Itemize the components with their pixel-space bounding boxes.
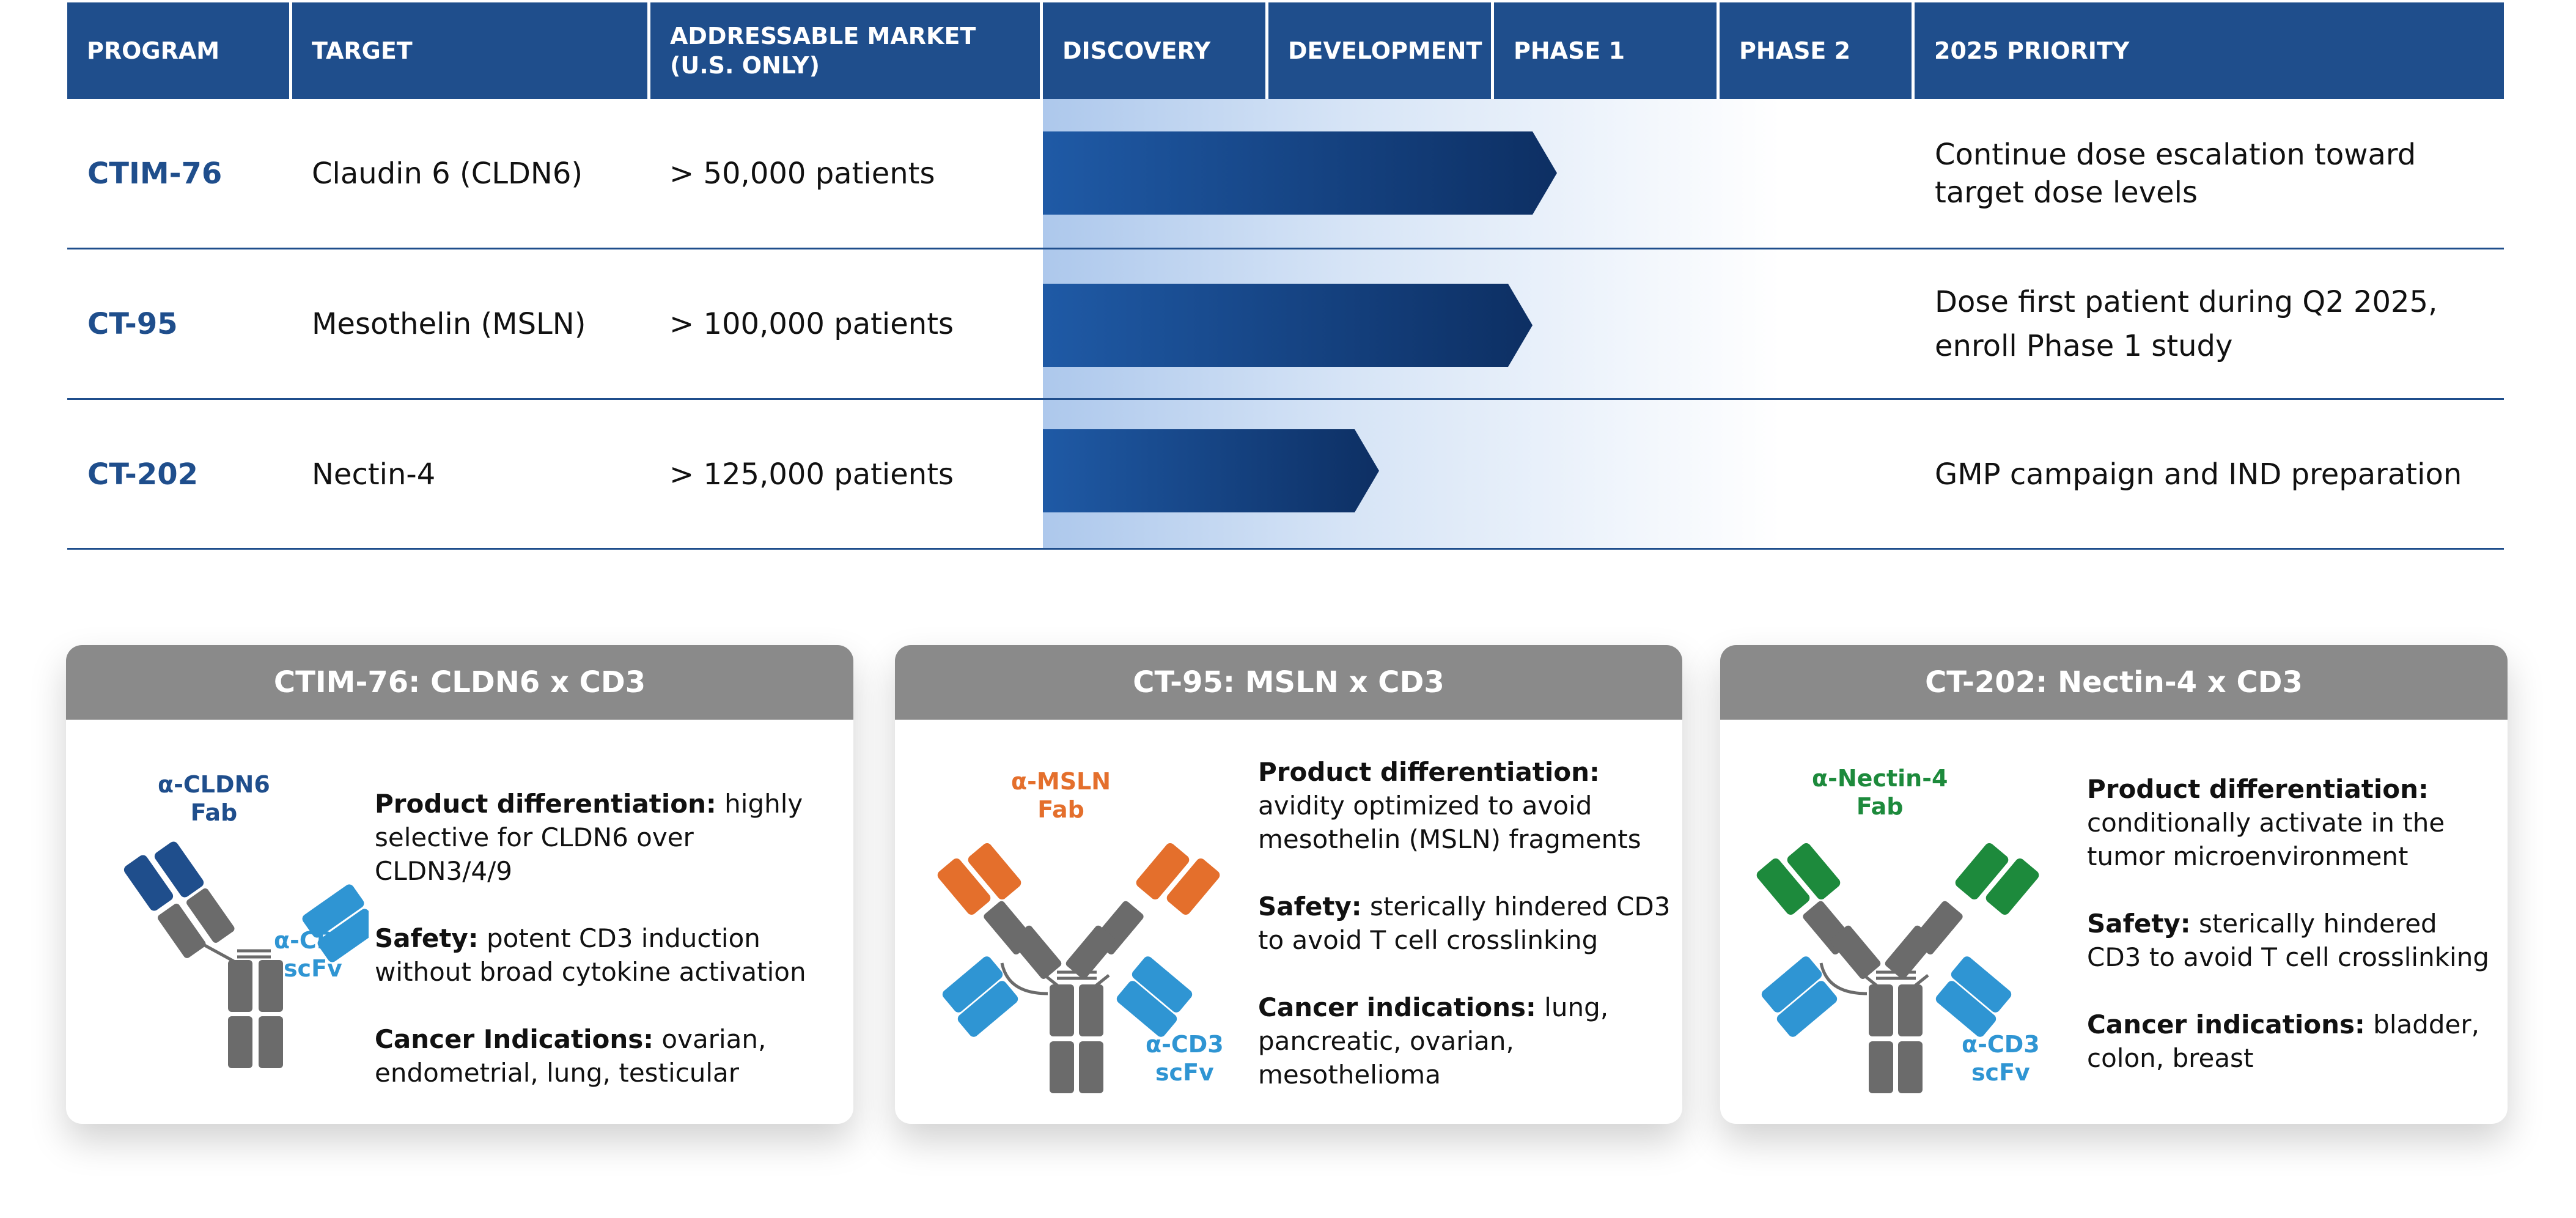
scfv-label-line1: α-CD3 <box>1962 1031 2040 1058</box>
card-description: Product differentiation: highly selectiv… <box>375 787 839 1090</box>
safety-text: sterically hindered CD3 to avoid T cell … <box>2087 909 2489 972</box>
diff-text: highly selective for CLDN6 over CLDN3/4/… <box>375 789 803 886</box>
indications-text: bladder, colon, breast <box>2087 1009 2480 1073</box>
card-title: CTIM-76: CLDN6 x CD3 <box>66 645 853 720</box>
row3-program: CT-202 <box>87 457 199 492</box>
row-divider <box>67 248 2504 249</box>
card-title: CT-202: Nectin-4 x CD3 <box>1720 645 2508 720</box>
safety: Safety: potent CD3 induction without bro… <box>375 921 839 989</box>
fab-label-line2: Fab <box>1856 793 1904 820</box>
row3-priority: GMP campaign and IND preparation <box>1935 457 2462 492</box>
antibody-diagram <box>937 843 1220 1093</box>
row1-progress-bar <box>1043 131 1557 215</box>
row1-priority-line1: Continue dose escalation toward <box>1935 138 2416 172</box>
safety-text: potent CD3 induction without broad cytok… <box>375 923 806 987</box>
scfv-label: α-CD3 scFv <box>1146 1030 1224 1087</box>
row2-priority: Dose first patient during Q2 2025, enrol… <box>1935 249 2437 399</box>
safety: Safety: sterically hindered CD3 to avoid… <box>1258 890 1674 957</box>
row1-target: Claudin 6 (CLDN6) <box>312 157 583 191</box>
fab-label-line1: α-Nectin-4 <box>1812 765 1948 792</box>
row-divider <box>67 398 2504 400</box>
row1-market: > 50,000 patients <box>669 157 935 191</box>
diff-label: Product differentiation: <box>375 789 716 819</box>
row2-program: CT-95 <box>87 307 178 341</box>
safety-label: Safety: <box>2087 909 2191 939</box>
scfv-label-line2: scFv <box>1971 1059 2030 1086</box>
safety-label: Safety: <box>1258 891 1362 921</box>
row1-program: CTIM-76 <box>87 157 223 191</box>
row3-target: Nectin-4 <box>312 457 436 492</box>
fab-label: α-Nectin-4 Fab <box>1812 764 1948 821</box>
safety-label: Safety: <box>375 923 479 953</box>
header-2025-priority: 2025 PRIORITY <box>1934 37 2130 64</box>
row2-target: Mesothelin (MSLN) <box>312 307 586 341</box>
diff-label: Product differentiation: <box>1258 757 1600 787</box>
row2-priority-line2: enroll Phase 1 study <box>1935 329 2233 363</box>
product-differentiation: Product differentiation: highly selectiv… <box>375 787 839 888</box>
cancer-indications: Cancer indications: lung, pancreatic, ov… <box>1258 991 1674 1091</box>
header-addressable-market: ADDRESSABLE MARKET (U.S. ONLY) <box>650 2 1043 99</box>
diff-label: Product differentiation: <box>2087 774 2429 804</box>
card-ct-95: CT-95: MSLN x CD3 α-MSLN Fab α-CD3 scFv <box>895 645 1682 1124</box>
diff-text: avidity optimized to avoid mesothelin (M… <box>1258 791 1641 854</box>
row2-priority-line1: Dose first patient during Q2 2025, <box>1935 285 2438 319</box>
header-target: TARGET <box>292 2 650 99</box>
fab-label-line1: α-CLDN6 <box>158 771 270 798</box>
safety: Safety: sterically hindered CD3 to avoid… <box>2087 907 2497 974</box>
card-ct-202: CT-202: Nectin-4 x CD3 α-Nectin-4 Fab α-… <box>1720 645 2508 1124</box>
fab-label-line1: α-MSLN <box>1011 768 1111 795</box>
scfv-label: α-CD3 scFv <box>1962 1030 2040 1087</box>
header-discovery: DISCOVERY <box>1043 2 1268 99</box>
indications-text: lung, pancreatic, ovarian, mesothelioma <box>1258 992 1609 1090</box>
fab-label: α-CLDN6 Fab <box>158 770 270 827</box>
diff-text: conditionally activate in the tumor micr… <box>2087 808 2445 871</box>
row1-priority: Continue dose escalation toward target d… <box>1935 99 2416 248</box>
indications-label: Cancer indications: <box>1258 992 1536 1022</box>
indications-label: Cancer Indications: <box>375 1024 654 1054</box>
header-program: PROGRAM <box>67 2 292 99</box>
indications-label: Cancer indications: <box>2087 1009 2365 1039</box>
antibody-diagram <box>1756 843 2039 1093</box>
product-differentiation: Product differentiation: avidity optimiz… <box>1258 755 1674 856</box>
card-title: CT-95: MSLN x CD3 <box>895 645 1682 720</box>
fab-label: α-MSLN Fab <box>1011 767 1111 824</box>
fab-label-line2: Fab <box>190 799 238 826</box>
row-divider <box>67 548 2504 550</box>
cancer-indications: Cancer indications: bladder, colon, brea… <box>2087 1008 2497 1075</box>
row2-progress-bar <box>1043 284 1533 367</box>
header-market-line2: (U.S. ONLY) <box>670 52 820 79</box>
scfv-label-line2: scFv <box>1155 1059 1214 1086</box>
header-development: DEVELOPMENT <box>1268 2 1494 99</box>
row3-progress-bar <box>1043 429 1379 512</box>
card-ctim-76: CTIM-76: CLDN6 x CD3 α-CLDN6 Fab α-CD3 s… <box>66 645 853 1124</box>
card-description: Product differentiation: conditionally a… <box>2087 772 2497 1075</box>
cancer-indications: Cancer Indications: ovarian, endometrial… <box>375 1022 839 1090</box>
header-market-line1: ADDRESSABLE MARKET <box>670 23 976 50</box>
safety-text: sterically hindered CD3 to avoid T cell … <box>1258 891 1671 955</box>
indications-text: ovarian, endometrial, lung, testicular <box>375 1024 767 1088</box>
fab-label-line2: Fab <box>1037 796 1084 823</box>
row1-priority-line2: target dose levels <box>1935 175 2198 210</box>
table-header-row: PROGRAM TARGET ADDRESSABLE MARKET (U.S. … <box>67 2 2504 99</box>
row2-market: > 100,000 patients <box>669 307 954 341</box>
header-phase1: PHASE 1 <box>1494 2 1720 99</box>
header-phase2: PHASE 2 <box>1720 2 1915 99</box>
product-differentiation: Product differentiation: conditionally a… <box>2087 772 2497 873</box>
antibody-diagram <box>123 841 369 1068</box>
row3-market: > 125,000 patients <box>669 457 954 492</box>
pipeline-table: PROGRAM TARGET ADDRESSABLE MARKET (U.S. … <box>0 0 2576 550</box>
card-description: Product differentiation: avidity optimiz… <box>1258 755 1674 1091</box>
